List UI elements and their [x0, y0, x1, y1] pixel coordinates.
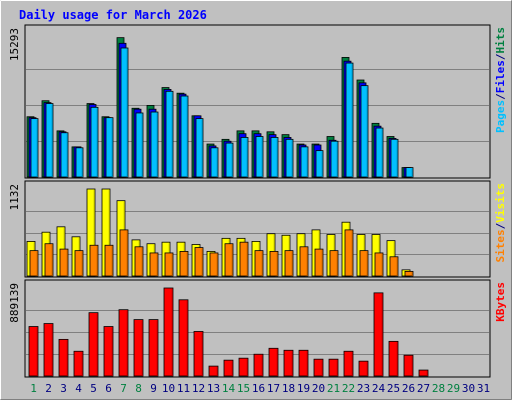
bar-kbytes-day-25	[388, 340, 399, 377]
x-tick-day-28: 28	[432, 382, 445, 395]
x-tick-day-4: 4	[75, 382, 82, 395]
bar-kbytes-day-5	[88, 312, 99, 377]
bar-pages-day-11	[180, 95, 189, 178]
bar-kbytes-day-11	[178, 299, 189, 377]
bar-sites-day-9	[149, 252, 159, 277]
x-tick-day-27: 27	[417, 382, 430, 395]
x-axis-day-labels: 1 2 3 4 5 6 7 8 9 10 11 12 13 14 15 16 17 18 19 20 21 22 23 24 2…	[30, 382, 490, 395]
bar-pages-day-8	[135, 112, 144, 178]
bar-kbytes-day-7	[118, 309, 129, 377]
x-tick-day-21: 21	[327, 382, 340, 395]
bar-kbytes-day-26	[403, 354, 414, 377]
chart-panels: 15293Pages/Files/Hits1132Sites/Visits889…	[8, 24, 507, 378]
x-tick-day-16: 16	[252, 382, 265, 395]
bar-sites-day-15	[239, 241, 249, 277]
bar-kbytes-day-23	[358, 360, 369, 377]
side-label-part: Visits	[494, 183, 507, 223]
side-label-part: Sites	[494, 229, 507, 262]
bar-kbytes-day-14	[223, 359, 234, 377]
bar-sites-day-11	[179, 251, 189, 277]
x-tick-day-22: 22	[342, 382, 355, 395]
bar-kbytes-day-20	[313, 358, 324, 377]
x-tick-day-30: 30	[462, 382, 475, 395]
bar-pages-day-10	[165, 90, 174, 178]
x-tick-day-24: 24	[372, 382, 386, 395]
x-tick-day-29: 29	[447, 382, 460, 395]
bar-sites-day-14	[224, 243, 234, 277]
bar-kbytes-day-1	[28, 326, 39, 377]
bar-kbytes-day-19	[298, 349, 309, 377]
panel-side-label: Pages/Files/Hits	[494, 27, 507, 133]
bar-kbytes-day-27	[418, 369, 429, 377]
x-tick-day-13: 13	[207, 382, 220, 395]
x-tick-day-11: 11	[177, 382, 190, 395]
x-tick-day-3: 3	[60, 382, 67, 395]
bar-kbytes-day-4	[73, 350, 84, 377]
panel-max-label: 1132	[8, 184, 21, 211]
bar-kbytes-day-16	[253, 353, 264, 377]
side-label-part: Hits	[494, 27, 507, 54]
x-tick-day-10: 10	[162, 382, 175, 395]
bar-kbytes-day-12	[193, 331, 204, 377]
x-tick-day-25: 25	[387, 382, 400, 395]
x-tick-day-2: 2	[45, 382, 52, 395]
bar-kbytes-day-8	[133, 319, 144, 377]
panel-visits-sites: 1132 Sites/Visits	[8, 180, 507, 278]
panel-kbytes: 889139 KBytes	[8, 279, 507, 378]
x-tick-day-12: 12	[192, 382, 205, 395]
x-tick-day-5: 5	[90, 382, 97, 395]
panel-side-label: Sites/Visits	[494, 183, 507, 263]
x-tick-day-9: 9	[150, 382, 157, 395]
x-tick-day-6: 6	[105, 382, 112, 395]
x-tick-day-7: 7	[120, 382, 127, 395]
bar-sites-day-8	[134, 246, 144, 277]
side-label-part: Pages	[494, 100, 507, 133]
bar-kbytes-day-10	[163, 287, 174, 377]
bar-kbytes-day-17	[268, 347, 279, 377]
bar-sites-day-10	[164, 252, 174, 277]
bar-pages-day-15	[240, 137, 249, 178]
bar-sites-day-12	[194, 247, 204, 277]
bar-kbytes-day-2	[43, 323, 54, 377]
x-tick-day-31: 31	[477, 382, 490, 395]
bar-kbytes-day-21	[328, 358, 339, 377]
bar-kbytes-day-13	[208, 365, 219, 377]
bar-kbytes-day-18	[283, 349, 294, 377]
panel-side-label: KBytes	[494, 282, 507, 322]
x-tick-day-1: 1	[30, 382, 37, 395]
side-label-part: /	[494, 222, 507, 229]
x-tick-day-17: 17	[267, 382, 280, 395]
x-tick-day-23: 23	[357, 382, 370, 395]
side-label-part: KBytes	[494, 282, 507, 322]
x-tick-day-19: 19	[297, 382, 310, 395]
bar-pages-day-12	[195, 118, 204, 178]
bar-kbytes-day-3	[58, 338, 69, 377]
x-tick-day-18: 18	[282, 382, 295, 395]
x-tick-day-26: 26	[402, 382, 415, 395]
chart-title: Daily usage for March 2026	[19, 8, 207, 22]
bar-kbytes-day-15	[238, 357, 249, 377]
bar-kbytes-day-9	[148, 319, 159, 377]
bar-kbytes-day-24	[373, 292, 384, 377]
bar-pages-day-13	[210, 147, 219, 178]
x-tick-day-8: 8	[135, 382, 142, 395]
x-tick-day-15: 15	[237, 382, 250, 395]
bar-sites-day-2	[44, 243, 54, 277]
bar-pages-day-14	[225, 142, 234, 178]
side-label-part: Files	[494, 60, 507, 93]
panel-max-label: 889139	[8, 283, 21, 323]
bar-sites-day-13	[209, 252, 219, 277]
bar-sites-day-1	[29, 250, 39, 277]
panel-max-label: 15293	[8, 28, 21, 61]
side-label-part: /	[494, 93, 507, 100]
side-label-part: /	[494, 53, 507, 60]
bar-pages-day-9	[150, 111, 159, 178]
x-tick-day-14: 14	[222, 382, 236, 395]
x-tick-day-20: 20	[312, 382, 325, 395]
bar-kbytes-day-22	[343, 350, 354, 377]
bar-kbytes-day-6	[103, 326, 114, 377]
